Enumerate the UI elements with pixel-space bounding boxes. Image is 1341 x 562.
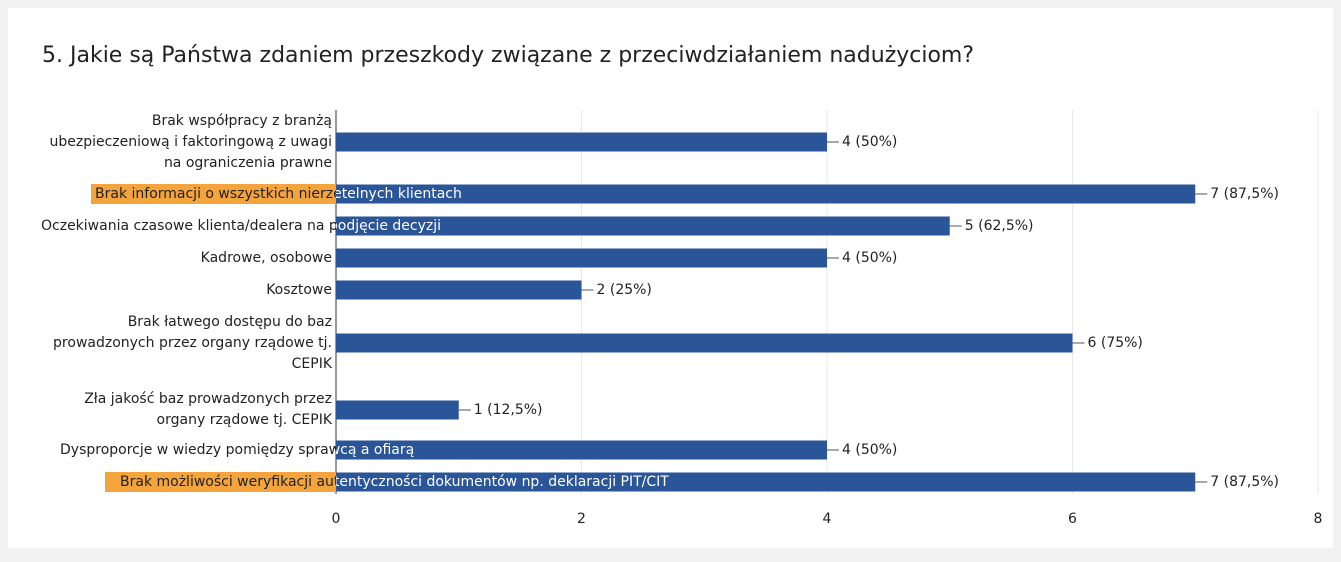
bar	[336, 440, 827, 460]
category-label-overflow: Dysproporcje w wiedzy pomiędzy sprawcą a…	[336, 440, 414, 461]
bar	[336, 333, 1073, 353]
bar	[336, 400, 459, 420]
category-label-overflow: Brak informacji o wszystkich nierzetelny…	[298, 185, 462, 202]
value-label: 7 (87,5%)	[1210, 474, 1279, 490]
value-label: 5 (62,5%)	[965, 218, 1034, 234]
bar	[336, 472, 1196, 492]
bar	[336, 184, 1196, 204]
value-label: 7 (87,5%)	[1210, 186, 1279, 202]
x-tick-label: 8	[1314, 511, 1323, 527]
value-label: 6 (75%)	[1088, 335, 1143, 351]
category-label: Brak współpracy z branżą ubezpieczeniową…	[49, 112, 332, 171]
highlight	[105, 472, 336, 492]
category-label: Kadrowe, osobowe	[200, 249, 332, 266]
bar	[336, 132, 827, 152]
category-label: Dysproporcje w wiedzy pomiędzy sprawcą a…	[60, 441, 415, 458]
bar	[336, 216, 950, 236]
chart-title: 5. Jakie są Państwa zdaniem przeszkody z…	[42, 43, 974, 68]
highlight	[91, 184, 336, 204]
category-label: Kosztowe	[266, 281, 332, 298]
value-label: 1 (12,5%)	[474, 402, 543, 418]
x-tick-label: 0	[332, 511, 341, 527]
value-label: 4 (50%)	[842, 442, 897, 458]
category-label: Brak łatwego dostępu do baz prowadzonych…	[53, 313, 332, 372]
value-label: 4 (50%)	[842, 250, 897, 266]
x-tick-label: 2	[577, 511, 586, 527]
category-label: Zła jakość baz prowadzonych przez organy…	[84, 391, 332, 428]
bar	[336, 280, 582, 300]
value-label: 4 (50%)	[842, 134, 897, 150]
value-label: 2 (25%)	[597, 282, 652, 298]
x-tick-label: 4	[823, 511, 832, 527]
category-label-overflow: Oczekiwania czasowe klienta/dealera na p…	[336, 216, 441, 237]
x-tick-label: 6	[1068, 511, 1077, 527]
bar	[336, 248, 827, 268]
category-label-overflow: Brak możliwości weryfikacji autentycznoś…	[120, 473, 669, 490]
